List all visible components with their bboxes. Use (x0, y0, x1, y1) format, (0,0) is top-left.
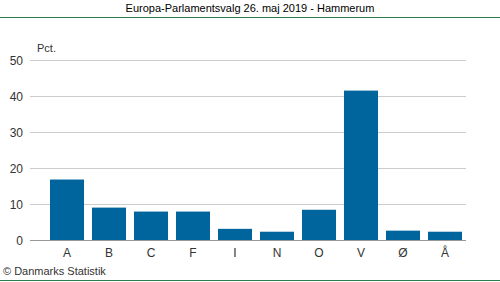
y-axis-label: Pct. (37, 42, 56, 54)
y-tick-label: 10 (10, 198, 24, 212)
y-tick-label: 50 (10, 54, 24, 68)
bar (386, 231, 420, 240)
x-tick-label: C (147, 246, 156, 260)
footer-rule (0, 280, 500, 281)
bar (344, 91, 378, 240)
grid-line (30, 60, 466, 61)
x-tick-label: N (273, 246, 282, 260)
grid-line (30, 132, 466, 133)
x-tick-label: Å (441, 245, 449, 260)
bar (134, 212, 168, 240)
bar (260, 232, 294, 240)
grid-line (30, 168, 466, 169)
y-tick-label: 0 (16, 234, 23, 248)
title: Europa-Parlamentsvalg 26. maj 2019 - Ham… (126, 2, 375, 14)
bar (428, 232, 462, 240)
grid-line (30, 204, 466, 205)
bar (176, 212, 210, 240)
x-tick-label: O (314, 246, 323, 260)
bar (50, 180, 84, 240)
bar (302, 210, 336, 240)
y-tick-label: 40 (10, 90, 24, 104)
x-tick-label: A (63, 246, 71, 260)
bar (92, 208, 126, 240)
x-tick-label: I (233, 246, 236, 260)
x-tick-label: Ø (398, 246, 407, 260)
chart-svg: Europa-Parlamentsvalg 26. maj 2019 - Ham… (0, 0, 500, 282)
x-tick-label: F (189, 246, 196, 260)
header-rule (0, 17, 500, 18)
source: © Danmarks Statistik (3, 265, 106, 277)
x-tick-label: B (105, 246, 113, 260)
grid-line (30, 96, 466, 97)
chart-container: Europa-Parlamentsvalg 26. maj 2019 - Ham… (0, 0, 500, 282)
y-tick-label: 20 (10, 162, 24, 176)
grid-line (30, 240, 466, 241)
x-tick-label: V (357, 246, 365, 260)
bars (50, 91, 462, 240)
bar (218, 229, 252, 240)
y-tick-label: 30 (10, 126, 24, 140)
